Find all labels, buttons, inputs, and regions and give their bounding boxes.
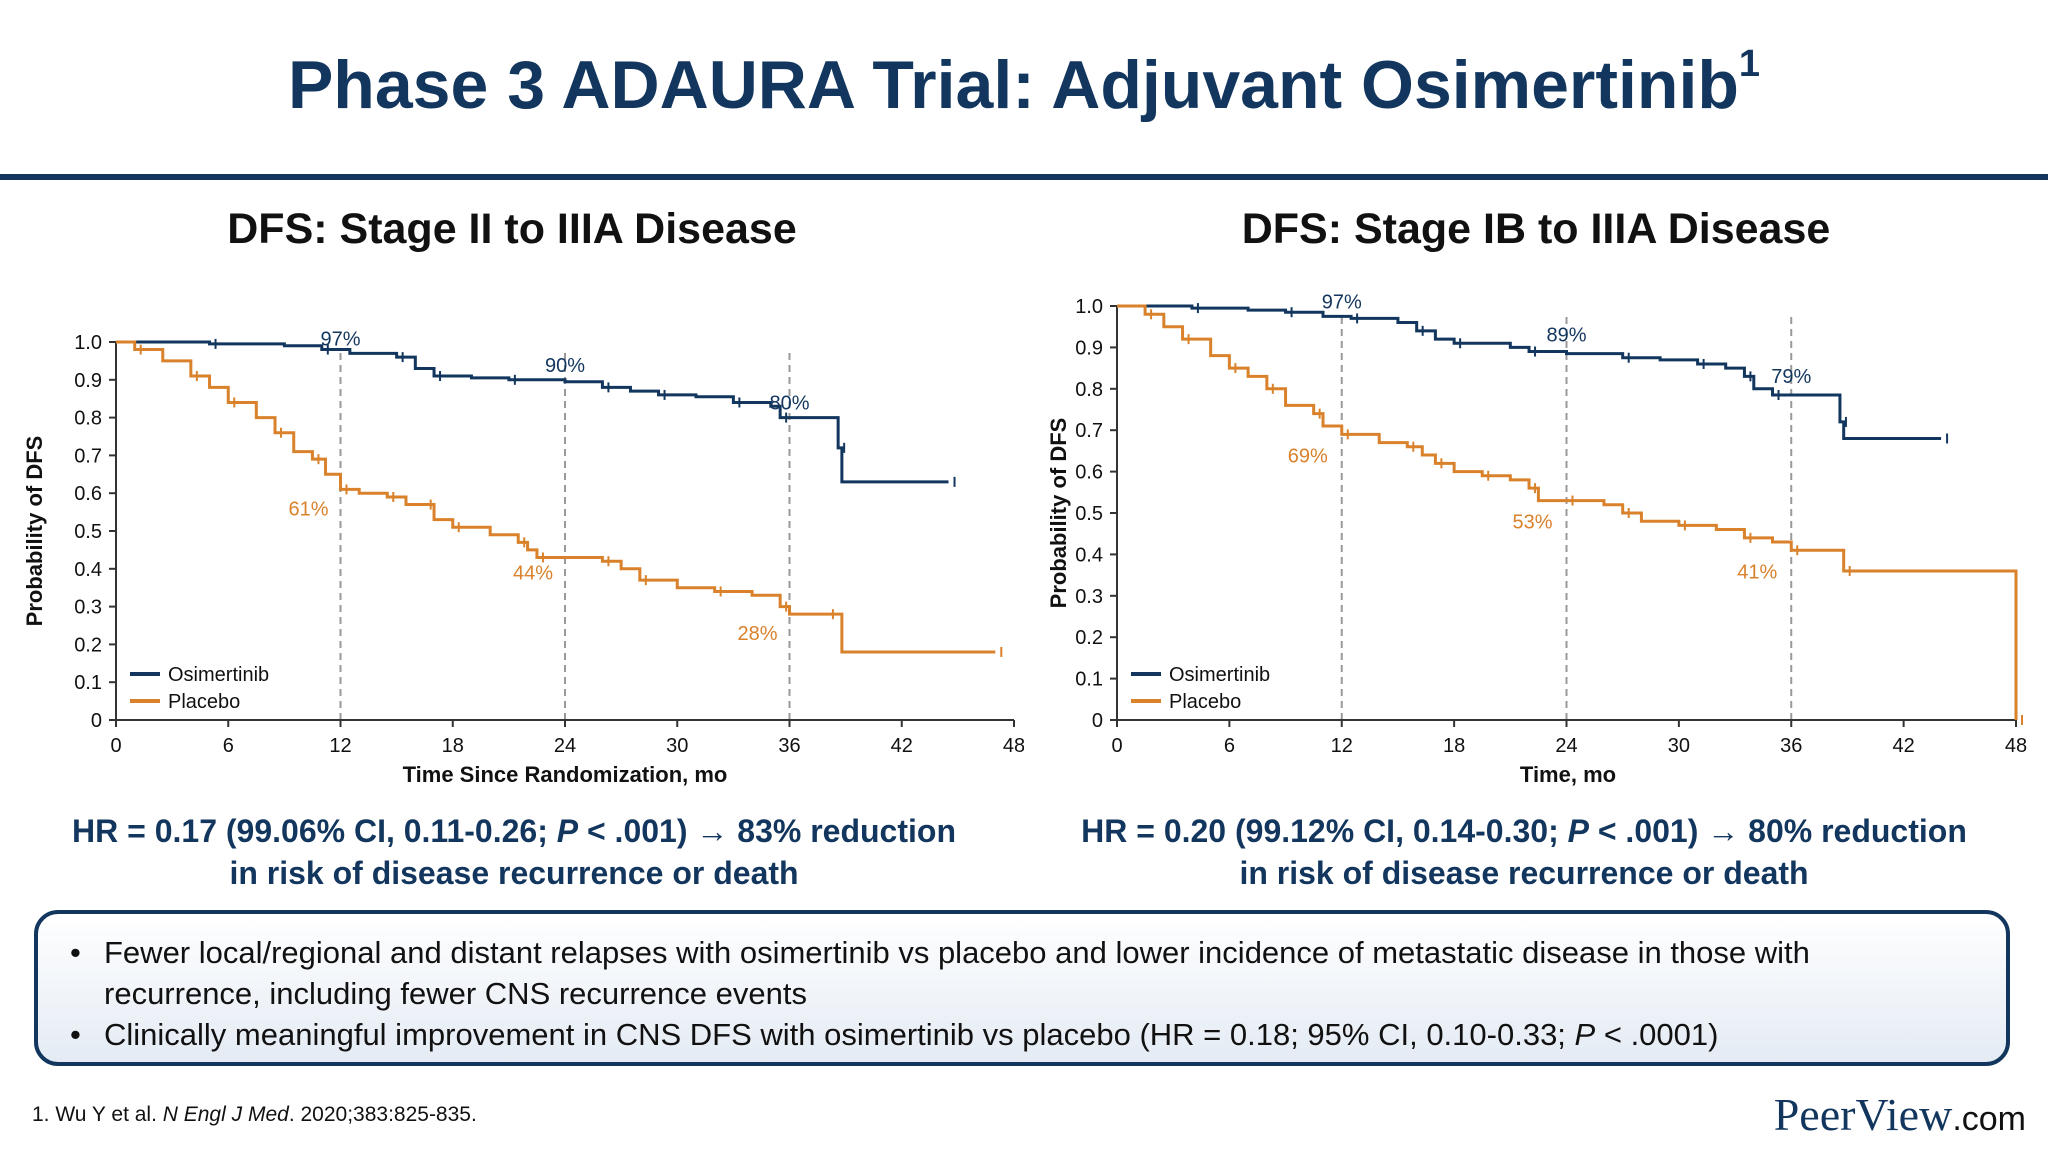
y-tick-label: 0.4 <box>1075 544 1103 566</box>
series-line-osimertinib <box>1117 304 1942 440</box>
hr-summary-right-line1: HR = 0.20 (99.12% CI, 0.14-0.30; P < .00… <box>1081 813 1967 849</box>
data-label: 53% <box>1512 512 1552 534</box>
data-label: 89% <box>1546 325 1586 347</box>
data-label: 79% <box>1771 366 1811 388</box>
y-tick-label: 0.2 <box>74 634 102 656</box>
y-tick-label: 0 <box>91 710 102 732</box>
hr-summary-right-line2: in risk of disease recurrence or death <box>1239 855 1809 891</box>
x-tick-label: 36 <box>778 735 800 757</box>
y-tick-label: 0 <box>1092 710 1103 732</box>
x-tick-label: 18 <box>1443 735 1465 757</box>
title-footnote-marker: 1 <box>1738 43 1761 86</box>
key-findings-list: Fewer local/regional and distant relapse… <box>38 914 2006 1055</box>
x-tick-label: 42 <box>1893 735 1915 757</box>
y-tick-label: 0.3 <box>74 597 102 619</box>
y-axis-label: Probability of DFS <box>22 436 47 627</box>
data-label: 80% <box>769 393 809 415</box>
hr-summary-left-line1: HR = 0.17 (99.06% CI, 0.11-0.26; P < .00… <box>72 813 956 849</box>
x-axis-label: Time Since Randomization, mo <box>403 762 728 787</box>
y-tick-label: 0.9 <box>1075 337 1103 359</box>
x-tick-label: 30 <box>1668 735 1690 757</box>
chart-left-title: DFS: Stage II to IIIA Disease <box>227 205 797 253</box>
x-tick-label: 12 <box>1331 735 1353 757</box>
y-tick-label: 0.6 <box>74 483 102 505</box>
x-tick-label: 0 <box>110 735 121 757</box>
data-label: 97% <box>1322 291 1362 313</box>
legend-label-osimertinib: Osimertinib <box>168 664 269 686</box>
finding-bullet-2: Clinically meaningful improvement in CNS… <box>70 1014 1966 1055</box>
series-line-osimertinib <box>116 340 949 484</box>
legend-label-osimertinib: Osimertinib <box>1169 664 1270 686</box>
y-tick-label: 0.7 <box>1075 420 1103 442</box>
y-tick-label: 0.1 <box>74 672 102 694</box>
x-tick-label: 18 <box>442 735 464 757</box>
x-axis-label: Time, mo <box>1520 762 1616 787</box>
y-tick-label: 0.5 <box>1075 503 1103 525</box>
data-label: 28% <box>737 623 777 645</box>
hr-summary-left: HR = 0.17 (99.06% CI, 0.11-0.26; P < .00… <box>14 810 1014 894</box>
y-tick-label: 0.2 <box>1075 627 1103 649</box>
y-axis-label: Probability of DFS <box>1046 418 1071 609</box>
y-tick-label: 0.8 <box>1075 379 1103 401</box>
x-tick-label: 48 <box>1003 735 1024 757</box>
hr-summary-left-line2: in risk of disease recurrence or death <box>229 855 799 891</box>
x-tick-label: 48 <box>2005 735 2027 757</box>
y-tick-label: 1.0 <box>74 332 102 354</box>
x-tick-label: 6 <box>1224 735 1235 757</box>
y-tick-label: 1.0 <box>1075 296 1103 318</box>
y-tick-label: 0.3 <box>1075 586 1103 608</box>
chart-right-title: DFS: Stage IB to IIIA Disease <box>1241 205 1831 253</box>
legend-label-placebo: Placebo <box>1169 691 1241 713</box>
chart-right: 0 0.1 0.2 0.3 0.4 0.5 0.6 0.7 0.8 0.9 1.0 0 6 12 18 24 3… <box>1046 291 2027 787</box>
x-tick-label: 30 <box>666 735 688 757</box>
x-tick-label: 36 <box>1780 735 1802 757</box>
y-tick-label: 0.4 <box>74 559 102 581</box>
finding-bullet-1: Fewer local/regional and distant relapse… <box>70 932 1966 1014</box>
y-tick-label: 0.5 <box>74 521 102 543</box>
hr-summary-right: HR = 0.20 (99.12% CI, 0.14-0.30; P < .00… <box>1024 810 2024 894</box>
reference-footnote: 1. Wu Y et al. N Engl J Med. 2020;383:82… <box>32 1103 477 1126</box>
legend-label-placebo: Placebo <box>168 691 240 713</box>
x-tick-label: 24 <box>554 735 576 757</box>
data-label: 69% <box>1288 445 1328 467</box>
data-label: 90% <box>545 355 585 377</box>
x-tick-label: 24 <box>1555 735 1577 757</box>
x-tick-label: 6 <box>223 735 234 757</box>
series-line-placebo <box>116 340 996 654</box>
y-tick-label: 0.7 <box>74 445 102 467</box>
x-tick-label: 0 <box>1111 735 1122 757</box>
data-label: 44% <box>513 563 553 585</box>
peerview-logo[interactable]: PeerView.com <box>1773 1089 2026 1140</box>
data-label: 97% <box>320 328 360 350</box>
title-divider <box>0 174 2048 180</box>
y-tick-label: 0.6 <box>1075 462 1103 484</box>
data-label: 61% <box>288 498 328 520</box>
page-title: Phase 3 ADAURA Trial: Adjuvant Osimertin… <box>287 43 1761 123</box>
key-findings-box: Fewer local/regional and distant relapse… <box>34 910 2010 1066</box>
y-tick-label: 0.8 <box>74 408 102 430</box>
y-tick-label: 0.1 <box>1075 669 1103 691</box>
data-label: 41% <box>1737 561 1777 583</box>
chart-left: 0 0.1 0.2 0.3 0.4 0.5 0.6 0.7 0.8 0.9 1.0 0 6 12 18 24 3… <box>22 328 1024 787</box>
x-tick-label: 12 <box>329 735 351 757</box>
y-tick-label: 0.9 <box>74 370 102 392</box>
x-tick-label: 42 <box>891 735 913 757</box>
